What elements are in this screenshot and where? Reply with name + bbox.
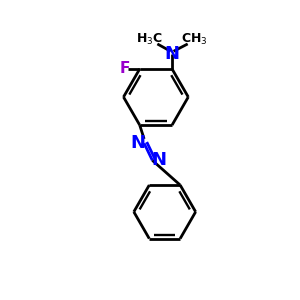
Text: CH$_3$: CH$_3$	[181, 32, 208, 47]
Text: N: N	[165, 45, 180, 63]
Text: N: N	[151, 151, 166, 169]
Text: F: F	[119, 61, 130, 76]
Text: H$_3$C: H$_3$C	[136, 32, 163, 47]
Text: N: N	[131, 134, 146, 152]
